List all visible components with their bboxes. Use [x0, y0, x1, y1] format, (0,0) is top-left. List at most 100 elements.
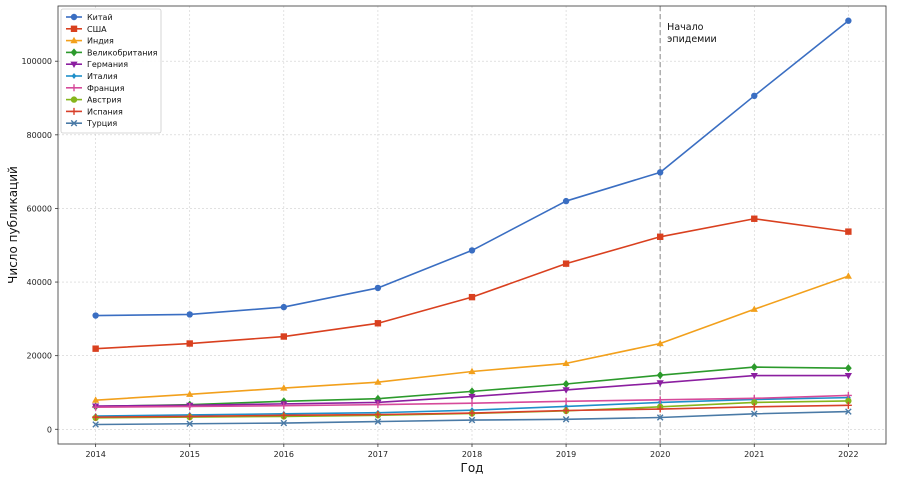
data-point [280, 384, 288, 391]
x-axis-label: Год [461, 461, 484, 475]
legend-label: Великобритания [87, 48, 158, 57]
x-tick-label: 2017 [368, 450, 388, 459]
data-point [468, 399, 476, 407]
data-point [92, 403, 100, 411]
data-point [750, 305, 758, 312]
legend-marker [70, 36, 78, 44]
data-point [468, 387, 476, 396]
data-point [92, 396, 100, 403]
data-point [845, 408, 852, 415]
y-tick-label: 80000 [27, 131, 52, 140]
legend-marker [70, 107, 78, 115]
legend-label: Индия [87, 37, 114, 46]
data-point [845, 17, 852, 24]
data-point [562, 407, 570, 415]
data-point [562, 380, 570, 389]
grid [58, 6, 886, 444]
data-point [844, 372, 852, 380]
data-point [845, 397, 852, 405]
data-point [374, 401, 382, 409]
series-2 [92, 215, 852, 352]
data-point [280, 333, 288, 340]
legend-label: США [87, 25, 107, 34]
legend-item: Турция [66, 119, 117, 128]
data-point [186, 412, 194, 420]
legend-item: Испания [66, 107, 123, 116]
legend-item: Австрия [66, 96, 122, 105]
data-point [186, 390, 194, 397]
data-point [562, 387, 570, 394]
data-point [92, 345, 99, 352]
data-point [280, 303, 288, 311]
legend-marker [71, 73, 77, 79]
series-9 [92, 401, 852, 421]
data-point [468, 247, 476, 254]
data-point [468, 367, 476, 375]
data-point [92, 312, 99, 319]
data-point [656, 405, 664, 413]
y-tick-label: 20000 [27, 352, 52, 361]
data-point [280, 402, 288, 410]
series-5 [92, 372, 852, 410]
data-point [562, 197, 570, 205]
x-tick-label: 2020 [650, 450, 670, 459]
annotation-line-2: эпидемии [667, 34, 717, 45]
legend-marker [70, 61, 78, 68]
annotation-line-1: Начало [667, 22, 703, 33]
legend-item: Франция [66, 84, 125, 93]
data-point [750, 363, 758, 372]
legend-label: Китай [87, 13, 113, 22]
data-point [92, 421, 99, 428]
data-point [374, 320, 382, 327]
x-tick-label: 2016 [274, 450, 294, 459]
legend-label: Франция [87, 84, 125, 93]
x-tick-label: 2018 [462, 450, 482, 459]
x-tick-label: 2022 [838, 450, 858, 459]
legend-label: Турция [86, 119, 117, 128]
series-3 [92, 272, 852, 403]
data-point [656, 371, 664, 380]
data-point [562, 416, 570, 423]
data-point [750, 403, 758, 411]
legend-label: Германия [87, 60, 128, 69]
data-point [280, 411, 288, 419]
data-point [562, 359, 570, 366]
data-point [750, 372, 758, 380]
data-point [562, 397, 570, 405]
series-1 [92, 17, 852, 319]
legend-label: Италия [87, 72, 118, 81]
data-point [750, 410, 758, 418]
data-point [562, 260, 570, 267]
x-tick-label: 2014 [85, 450, 105, 459]
data-point [374, 284, 382, 292]
legend-item: США [66, 25, 107, 34]
legend-item: Китай [66, 13, 113, 22]
data-point [280, 419, 288, 427]
data-point [656, 233, 664, 240]
data-point [656, 414, 664, 421]
y-tick-label: 100000 [21, 57, 52, 66]
data-point [845, 228, 852, 235]
data-point [186, 420, 194, 428]
x-tick-label: 2015 [180, 450, 200, 459]
series-10 [92, 408, 852, 428]
legend-box [60, 8, 162, 134]
data-point [656, 169, 664, 176]
legend-marker [70, 13, 78, 21]
legend-item: Индия [66, 37, 114, 46]
x-tick-label: 2019 [556, 450, 576, 459]
data-point [92, 413, 100, 421]
data-point [656, 380, 664, 387]
legend-marker [70, 48, 78, 57]
data-point [468, 393, 476, 401]
data-point [656, 396, 664, 404]
x-tick-label: 2021 [744, 450, 764, 459]
data-point [374, 411, 382, 419]
data-point [751, 215, 758, 222]
data-point [186, 402, 194, 410]
legend-item: Великобритания [66, 48, 158, 57]
data-point [656, 339, 664, 347]
legend-label: Австрия [87, 96, 122, 105]
legend-marker [70, 25, 78, 32]
